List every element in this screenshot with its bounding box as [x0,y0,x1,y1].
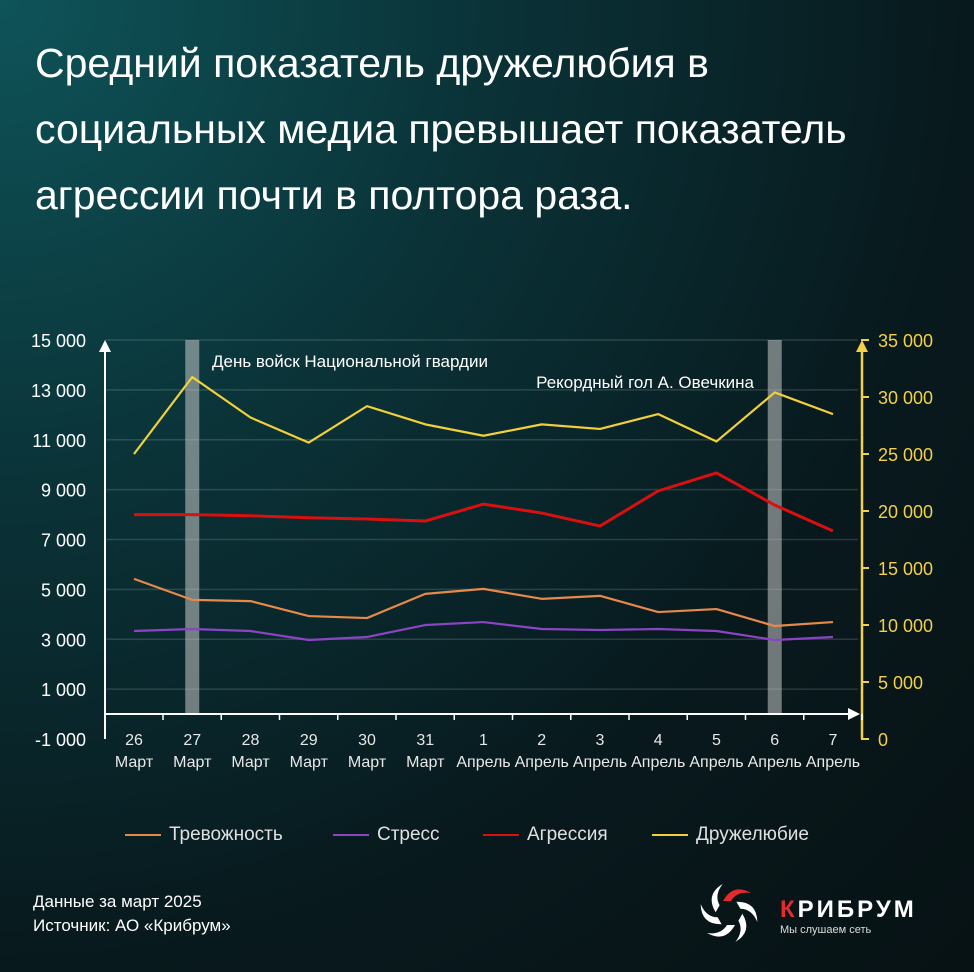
legend-item: Агрессия [483,824,608,846]
legend-label: Стресс [377,824,440,845]
left-tick-label: -1 000 [35,730,86,750]
x-tick-label: 28 [242,732,260,749]
kribrum-logo: КРИБРУМ Мы слушаем сеть [698,882,938,943]
x-tick-label: 27 [183,732,201,749]
left-tick-label: 5 000 [41,580,86,600]
right-tick-label: 0 [878,730,888,750]
legend-swatch [483,834,519,836]
source: Источник: АО «Крибрум» [33,916,231,935]
footer: Данные за март 2025 Источник: АО «Крибру… [33,890,231,938]
right-tick-label: 25 000 [878,445,933,465]
x-tick-label: 31 [416,732,434,749]
logo-petal [736,901,758,923]
x-tick-month: Март [406,754,445,771]
legend-item: Тревожность [125,824,283,846]
legend-label: Дружелюбие [696,824,809,845]
left-tick-label: 15 000 [31,331,86,351]
series-line-Стресс [133,620,834,642]
logo-wordmark: КРИБРУМ [780,896,917,923]
legend-item: Дружелюбие [652,824,809,846]
x-tick-month: Апрель [689,754,743,771]
chart-title: Средний показатель дружелюбия в социальн… [35,40,847,218]
x-tick-label: 30 [358,732,376,749]
x-tick-label: 2 [537,732,546,749]
data-period: Данные за март 2025 [33,892,202,911]
left-tick-label: 1 000 [41,680,86,700]
left-tick-label: 11 000 [32,431,86,451]
right-tick-label: 10 000 [878,616,933,636]
right-tick-label: 15 000 [878,559,933,579]
right-axis-arrow-icon [856,340,868,352]
highlight-band [767,340,782,714]
x-tick-label: 4 [654,732,663,749]
left-tick-label: 13 000 [31,381,86,401]
legend-label: Тревожность [169,824,283,845]
x-axis-arrow-icon [848,708,860,720]
logo-mark-icon [700,883,758,943]
x-tick-month: Апрель [515,754,569,771]
right-tick-label: 5 000 [878,673,923,693]
x-tick-label: 26 [125,732,143,749]
logo-tagline: Мы слушаем сеть [780,924,872,936]
legend-label: Агрессия [527,824,608,845]
left-tick-label: 3 000 [41,630,86,650]
legend-swatch [333,834,369,836]
highlight-band [185,340,200,714]
x-tick-label: 5 [712,732,721,749]
x-tick-label: 1 [479,732,488,749]
x-tick-month: Апрель [748,754,802,771]
x-tick-month: Март [115,754,154,771]
left-tick-label: 7 000 [41,531,86,551]
logo-petal [711,883,723,913]
legend-item: Стресс [333,824,440,846]
logo-petal [723,889,751,901]
x-tick-month: Апрель [456,754,510,771]
x-tick-month: Апрель [573,754,627,771]
legend-swatch [652,834,688,836]
legend-swatch [125,834,161,836]
x-tick-month: Март [348,754,387,771]
legend: Тревожность Стресс Агрессия Дружелюбие [0,824,974,854]
x-tick-month: Март [290,754,329,771]
right-tick-label: 35 000 [878,331,933,351]
right-tick-label: 20 000 [878,502,933,522]
logo-petal [735,913,747,943]
x-tick-label: 3 [596,732,605,749]
x-tick-month: Апрель [806,754,860,771]
logo-petal [707,925,735,937]
series-line-Тревожность [133,577,834,628]
annotation-label: День войск Национальной гвардии [212,352,488,371]
annotation-label: Рекордный гол А. Овечкина [536,373,754,392]
logo-petal [700,903,722,925]
x-tick-month: Март [231,754,270,771]
x-tick-month: Апрель [631,754,685,771]
x-tick-label: 6 [770,732,779,749]
x-tick-label: 7 [829,732,838,749]
x-tick-label: 29 [300,732,318,749]
right-tick-label: 30 000 [878,388,933,408]
left-tick-label: 9 000 [41,481,86,501]
x-tick-month: Март [173,754,212,771]
left-axis-arrow-icon [99,340,111,352]
series-line-Агрессия [134,471,834,533]
